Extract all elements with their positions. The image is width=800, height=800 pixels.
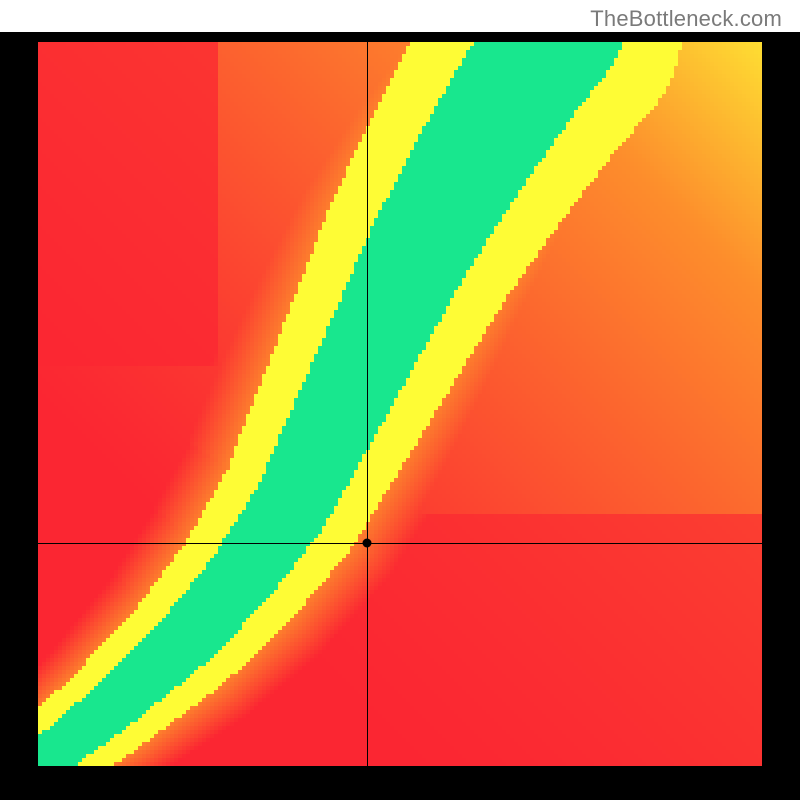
crosshair-vertical: [367, 42, 368, 766]
figure-root: TheBottleneck.com: [0, 0, 800, 800]
crosshair-marker-dot: [363, 539, 372, 548]
crosshair-horizontal: [38, 543, 762, 544]
chart-outer-frame: [0, 32, 800, 800]
watermark-text: TheBottleneck.com: [590, 6, 782, 32]
heatmap-canvas: [38, 42, 762, 766]
heatmap-plot-area: [38, 42, 762, 766]
